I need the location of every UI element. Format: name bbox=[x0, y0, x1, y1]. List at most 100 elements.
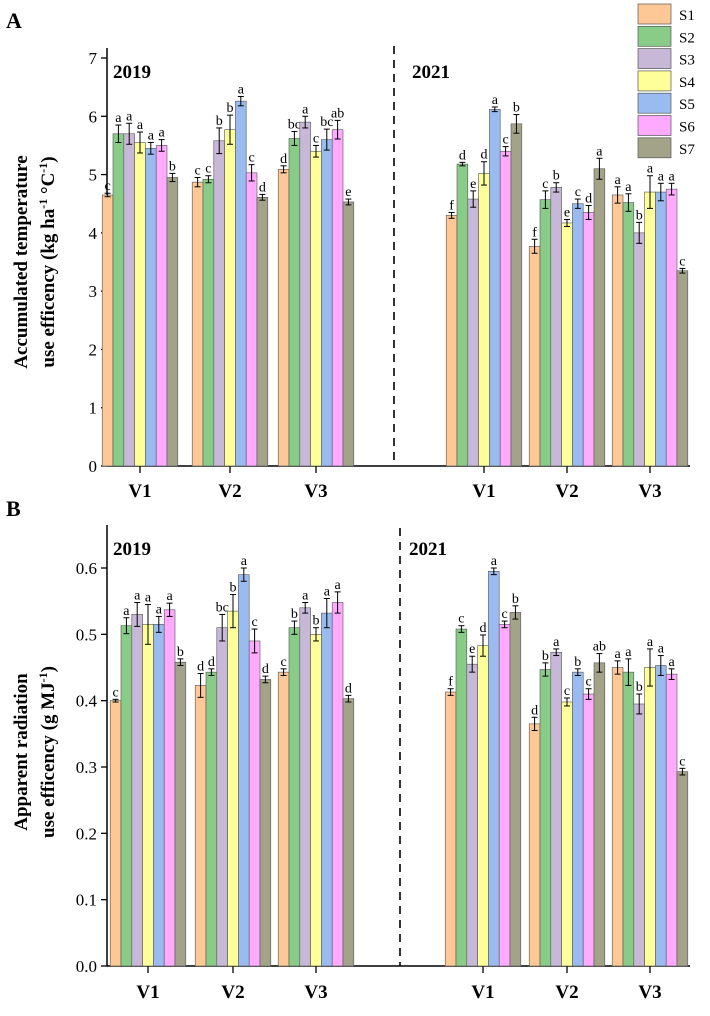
significance-letter: c bbox=[575, 185, 581, 200]
significance-letter: c bbox=[501, 607, 507, 622]
bar-2019-V2-S4 bbox=[224, 129, 236, 467]
bar-2019-V1-S5 bbox=[153, 624, 165, 967]
x-category-label: V1 bbox=[472, 481, 495, 502]
bar-2021-V2-S2 bbox=[539, 199, 552, 467]
legend-swatch-S7 bbox=[637, 137, 672, 159]
bar-2021-V2-S4 bbox=[561, 701, 573, 967]
bar-2019-V2-S1 bbox=[191, 181, 204, 467]
panel-a: A Accumulated temperature use efficency (k… bbox=[6, 8, 690, 502]
significance-letter: f bbox=[449, 198, 454, 213]
significance-letter: a bbox=[647, 162, 654, 177]
y-axis-title-line2: use efficency (kg ha-1 °C-1) bbox=[36, 156, 59, 367]
bar-2019-V3-S3 bbox=[299, 121, 311, 467]
bar-2019-V1-S3 bbox=[131, 614, 143, 967]
bar-2021-V2-S6 bbox=[582, 212, 595, 467]
legend-swatch-S3 bbox=[637, 48, 672, 69]
significance-letter: a bbox=[658, 169, 665, 184]
y-tick-label: 0.1 bbox=[76, 891, 97, 910]
significance-letter: b bbox=[216, 114, 223, 129]
significance-letter: b bbox=[177, 645, 184, 660]
bar-2021-V3-S2 bbox=[622, 671, 635, 967]
significance-letter: c bbox=[248, 151, 254, 166]
significance-letter: b bbox=[313, 614, 320, 629]
bar-2021-V3-S6 bbox=[665, 188, 678, 467]
significance-letter: a bbox=[302, 588, 309, 603]
bar-2021-V2-S1 bbox=[528, 723, 541, 967]
bar-2019-V1-S7 bbox=[174, 661, 187, 967]
significance-letter: c bbox=[585, 675, 591, 690]
significance-letter: e bbox=[564, 205, 570, 220]
bar-2019-V1-S1 bbox=[101, 194, 114, 467]
x-category-label: V1 bbox=[471, 982, 494, 1003]
x-category-label: V2 bbox=[555, 982, 578, 1003]
y-tick-label: 7 bbox=[89, 49, 98, 68]
bar-2021-V1-S7 bbox=[509, 612, 522, 967]
significance-letter: a bbox=[596, 144, 603, 159]
significance-letter: b bbox=[291, 607, 298, 622]
bar-2019-V1-S4 bbox=[134, 142, 146, 467]
bar-2021-V3-S2 bbox=[622, 202, 635, 467]
significance-letter: a bbox=[492, 93, 499, 108]
significance-letter: c bbox=[104, 179, 110, 194]
bar-2019-V3-S1 bbox=[277, 169, 290, 467]
significance-letter: d bbox=[259, 180, 266, 195]
significance-letter: a bbox=[668, 169, 675, 184]
x-category-label: V1 bbox=[128, 481, 151, 502]
significance-letter: a bbox=[334, 578, 341, 593]
significance-letter: c bbox=[542, 177, 548, 192]
significance-letter: a bbox=[126, 109, 133, 124]
significance-letter: c bbox=[280, 655, 286, 670]
bar-2021-V2-S5 bbox=[572, 203, 584, 467]
y-tick-label: 5 bbox=[89, 166, 98, 185]
significance-letter: c bbox=[251, 615, 257, 630]
y-tick-label: 0.3 bbox=[76, 758, 97, 777]
bar-2021-V3-S7 bbox=[676, 771, 689, 967]
y-tick-label: 0.4 bbox=[76, 692, 98, 711]
bar-2019-V3-S3 bbox=[299, 607, 311, 967]
bar-2021-V1-S4 bbox=[478, 173, 490, 467]
bar-2021-V1-S6 bbox=[499, 150, 512, 467]
legend-label-S7: S7 bbox=[679, 142, 695, 158]
bar-2021-V1-S5 bbox=[488, 571, 500, 967]
legend-label-S4: S4 bbox=[679, 75, 695, 91]
x-category-label: V1 bbox=[136, 982, 159, 1003]
significance-letter: c bbox=[502, 133, 508, 148]
bar-2021-V1-S4 bbox=[477, 645, 489, 967]
bar-2019-V1-S7 bbox=[166, 177, 179, 467]
bar-2021-V1-S5 bbox=[489, 108, 501, 467]
y-tick-label: 0.0 bbox=[76, 957, 97, 976]
bar-2021-V2-S5 bbox=[572, 671, 584, 967]
significance-letter: d bbox=[531, 703, 538, 718]
y-tick-label: 3 bbox=[89, 282, 98, 301]
year-label-2021: 2021 bbox=[412, 62, 450, 83]
bar-2019-V1-S2 bbox=[112, 133, 125, 467]
bar-2019-V3-S7 bbox=[342, 201, 355, 467]
bar-2019-V2-S3 bbox=[213, 140, 225, 467]
bar-2019-V3-S5 bbox=[321, 612, 333, 967]
bar-2019-V3-S2 bbox=[288, 627, 301, 967]
bar-2021-V3-S4 bbox=[644, 667, 656, 967]
legend-label-S1: S1 bbox=[679, 8, 695, 24]
significance-letter: a bbox=[625, 645, 632, 660]
significance-letter: a bbox=[647, 635, 654, 650]
significance-letter: e bbox=[469, 642, 475, 657]
significance-letter: d bbox=[481, 148, 488, 163]
bar-2019-V2-S6 bbox=[245, 172, 258, 467]
bar-2019-V3-S4 bbox=[310, 150, 322, 467]
bar-2021-V1-S1 bbox=[445, 215, 458, 467]
significance-letter: c bbox=[194, 163, 200, 178]
y-tick-label: 2 bbox=[89, 340, 98, 359]
bar-2021-V2-S3 bbox=[550, 187, 562, 467]
significance-letter: d bbox=[197, 659, 204, 674]
bar-2021-V2-S4 bbox=[561, 222, 573, 467]
bar-2019-V3-S4 bbox=[310, 634, 322, 967]
y-tick-label: 6 bbox=[89, 107, 98, 126]
y-axis-title-line1: Apparent radiation bbox=[11, 673, 32, 831]
significance-letter: a bbox=[156, 602, 163, 617]
x-category-label: V3 bbox=[638, 481, 661, 502]
bar-2021-V1-S6 bbox=[498, 624, 511, 967]
bar-2021-V3-S7 bbox=[676, 270, 689, 467]
significance-letter: b bbox=[513, 101, 520, 116]
significance-letter: b bbox=[542, 649, 549, 664]
bar-2019-V2-S3 bbox=[216, 627, 228, 967]
